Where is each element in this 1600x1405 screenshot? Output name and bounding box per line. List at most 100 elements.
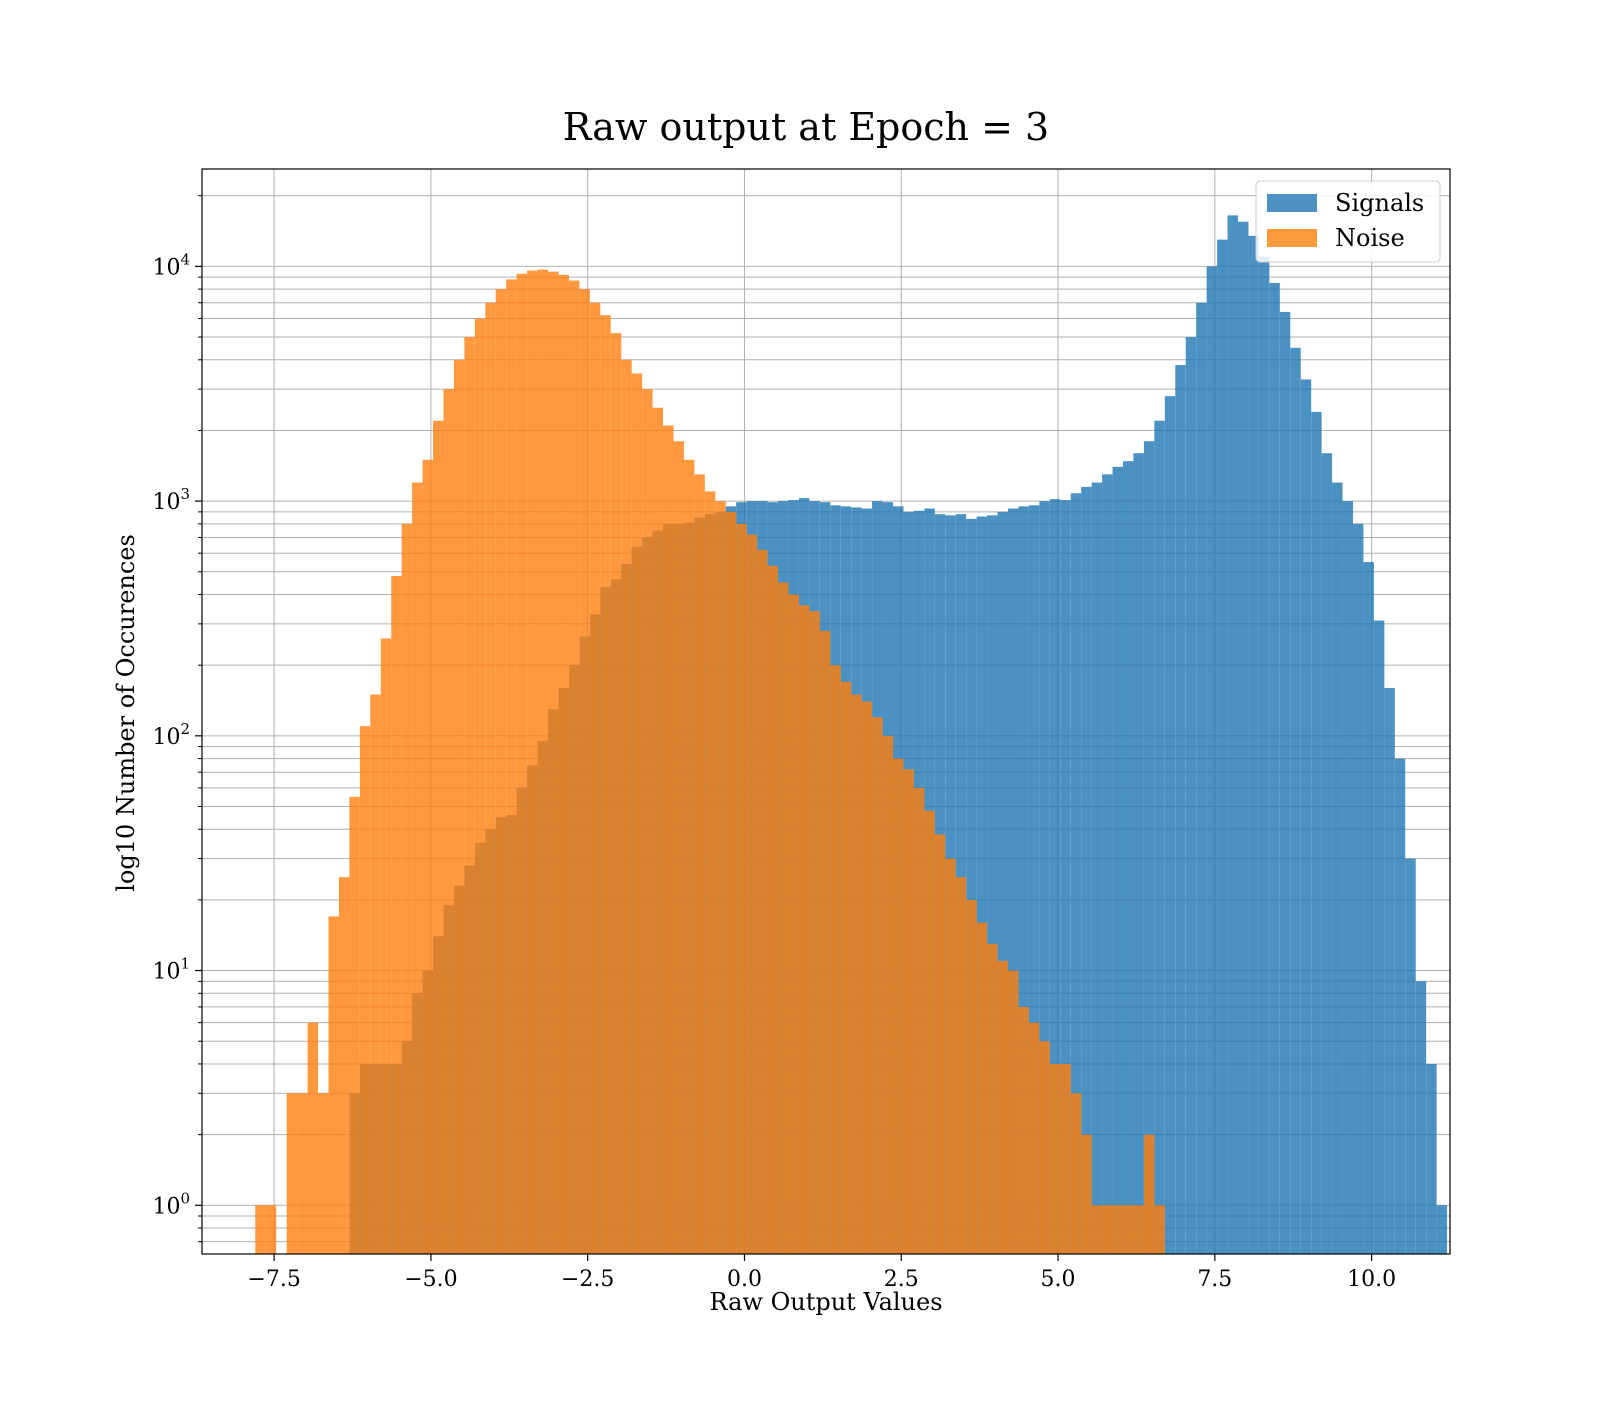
bar [809, 611, 820, 1254]
bar [694, 474, 705, 1254]
bar [1133, 1205, 1144, 1254]
bar [1143, 1134, 1155, 1254]
bar [286, 1093, 298, 1254]
bar [537, 269, 549, 1254]
bar [1049, 499, 1061, 1254]
bar [1196, 302, 1207, 1254]
bar [548, 271, 559, 1254]
bar [1394, 758, 1406, 1254]
bar [882, 735, 894, 1254]
bar [1008, 970, 1019, 1254]
bar [1405, 858, 1416, 1254]
bar [872, 717, 883, 1254]
plot-frame [201, 168, 1451, 1255]
bar [1060, 1063, 1071, 1254]
bar [631, 373, 643, 1254]
bar [976, 922, 988, 1254]
y-axis-ticks: 100 101 102 103 104 [152, 195, 202, 1243]
bar [1102, 1205, 1113, 1254]
bar [1290, 347, 1301, 1254]
bar [642, 389, 653, 1254]
y-tick-label: 100 [152, 1189, 190, 1219]
bar [412, 482, 423, 1254]
x-tick-label: 2.5 [884, 1267, 919, 1292]
bar [1248, 235, 1259, 1255]
bar [903, 769, 914, 1254]
bar [1217, 239, 1228, 1254]
bar [1258, 256, 1270, 1254]
bar [1373, 620, 1385, 1254]
bar [1426, 1063, 1437, 1254]
bar [1028, 1022, 1040, 1254]
bar [1070, 1093, 1082, 1254]
bar [370, 694, 381, 1254]
bar [265, 1205, 277, 1254]
bar [830, 665, 841, 1254]
x-axis-ticks: −7.5 −5.0 −2.5 0.0 2.5 5.0 7.5 10.0 [247, 1254, 1396, 1292]
bar [778, 582, 789, 1254]
bar [1321, 453, 1333, 1254]
bar [1112, 1205, 1124, 1254]
bar [652, 407, 664, 1254]
bar [1436, 1205, 1448, 1254]
x-axis-label: Raw Output Values [709, 1288, 942, 1316]
histogram-bars [255, 215, 1448, 1255]
legend-swatch [1267, 194, 1317, 212]
bar [966, 899, 977, 1254]
bar [746, 534, 758, 1254]
bar [621, 359, 632, 1255]
bar [663, 425, 674, 1255]
bar [1164, 396, 1176, 1254]
bar [516, 273, 528, 1254]
legend-label: Signals [1335, 189, 1424, 217]
bar [1091, 482, 1103, 1254]
bar [307, 1022, 319, 1254]
bar [1415, 981, 1427, 1254]
bar [1352, 523, 1364, 1254]
bar [1269, 282, 1280, 1255]
bar [767, 565, 779, 1254]
bar [433, 420, 444, 1254]
bar [318, 1093, 329, 1254]
bar [297, 1093, 308, 1254]
bar [579, 289, 590, 1254]
bar [453, 359, 465, 1255]
bar [1311, 411, 1322, 1254]
bar [600, 315, 611, 1254]
x-tick-label: 7.5 [1197, 1267, 1232, 1292]
bar [715, 501, 726, 1254]
bar [1332, 482, 1343, 1254]
bar [1028, 505, 1040, 1254]
bar [987, 943, 998, 1254]
bar [338, 877, 350, 1254]
bar [1175, 365, 1186, 1254]
bar [1091, 1205, 1103, 1254]
bar [422, 459, 434, 1254]
bar [610, 333, 622, 1254]
bar [893, 758, 904, 1254]
bar [1133, 453, 1144, 1254]
bar [1039, 1041, 1050, 1254]
y-axis-label: log10 Number of Occurences [112, 534, 140, 892]
bar [1060, 500, 1071, 1254]
bar [568, 280, 580, 1255]
x-tick-label: 10.0 [1347, 1267, 1396, 1292]
bar [1123, 1205, 1134, 1254]
bar [840, 681, 852, 1254]
bar [1237, 221, 1249, 1254]
bar [558, 274, 569, 1254]
bar [464, 337, 475, 1255]
y-tick-label: 101 [152, 955, 190, 985]
bar [704, 491, 716, 1254]
y-tick-label: 103 [152, 485, 190, 515]
bar [328, 916, 339, 1254]
bar [485, 302, 496, 1254]
legend-label: Noise [1335, 224, 1405, 252]
bar [725, 511, 737, 1254]
bar [997, 511, 1009, 1254]
bar [913, 787, 925, 1254]
bar [1008, 508, 1019, 1254]
bar [1154, 420, 1165, 1254]
bar [987, 515, 998, 1254]
legend: Signals Noise [1255, 180, 1441, 263]
